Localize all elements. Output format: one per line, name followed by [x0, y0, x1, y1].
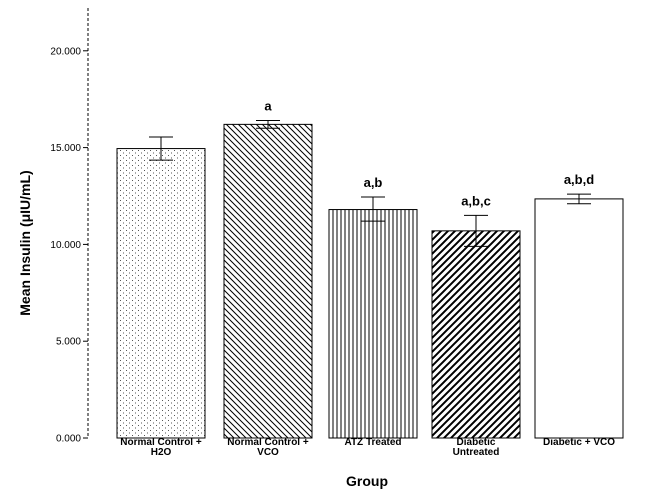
x-tick-label: Diabetic: [457, 437, 496, 448]
x-tick-label: VCO: [257, 447, 279, 458]
y-tick-label: 5.000: [56, 337, 81, 348]
x-tick-label: Normal Control +: [227, 437, 309, 448]
y-tick-label: 10.000: [50, 240, 81, 251]
x-tick-label: Untreated: [453, 447, 500, 458]
y-axis-title: Mean Insulin (μIU/mL): [17, 170, 33, 315]
bar-group: [116, 136, 206, 439]
y-tick-label: 15.000: [50, 143, 81, 154]
bar-group: a,b,c: [431, 193, 521, 439]
bar: [431, 230, 521, 439]
y-axis-ticks: 0.000 5.000 10.000 15.000 20.000: [50, 46, 88, 445]
bar: [328, 209, 418, 439]
significance-label: a,b,d: [564, 172, 594, 187]
x-axis-title: Group: [346, 473, 388, 489]
bar: [534, 198, 624, 439]
bar-group: a,b,d: [534, 172, 624, 439]
x-tick-label: ATZ Treated: [344, 437, 401, 448]
significance-label: a,b: [364, 175, 383, 190]
y-tick-label: 20.000: [50, 46, 81, 57]
significance-label: a,b,c: [461, 193, 491, 208]
x-tick-label: Normal Control +: [120, 437, 202, 448]
bar: [116, 148, 206, 439]
y-tick-label: 0.000: [56, 434, 81, 445]
significance-label: a: [264, 98, 272, 113]
bars: a a,b a,b,c a,b,d: [116, 98, 624, 439]
bar-group: a: [223, 98, 313, 439]
x-tick-label: Diabetic + VCO: [543, 437, 615, 448]
x-tick-label: H2O: [151, 447, 172, 458]
bar-group: a,b: [328, 175, 418, 439]
bar: [223, 123, 313, 439]
